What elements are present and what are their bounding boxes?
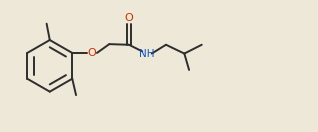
Text: O: O (87, 48, 96, 58)
Text: NH: NH (139, 49, 154, 59)
Text: O: O (125, 13, 133, 23)
